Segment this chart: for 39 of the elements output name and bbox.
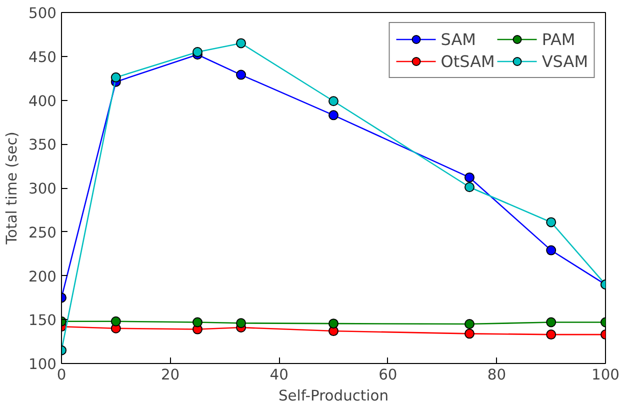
point: [192, 46, 202, 57]
point: [110, 72, 121, 82]
y-tick-label: 500: [28, 5, 57, 22]
y-tick-label: 300: [28, 180, 57, 198]
point: [546, 217, 556, 228]
point: [192, 317, 202, 328]
y-tick-label: 150: [28, 312, 57, 330]
legend-label: OtSAM: [440, 52, 495, 70]
y-tick-label: 250: [28, 224, 57, 242]
point: [464, 328, 474, 339]
y-tick-label: 450: [28, 48, 57, 66]
y-axis-title: Total time (sec): [4, 132, 21, 246]
point: [328, 96, 338, 106]
point: [546, 330, 556, 340]
x-tick-label: 40: [270, 366, 288, 384]
point: [328, 318, 338, 329]
point: [110, 316, 121, 326]
x-axis-title: Self-Production: [278, 388, 389, 404]
point: [236, 38, 246, 48]
point: [464, 172, 474, 182]
y-tick-label: 400: [28, 92, 57, 110]
y-tick-label: 350: [28, 136, 57, 154]
x-tick-label: 100: [592, 366, 620, 384]
x-tick-label: 20: [160, 366, 180, 384]
legend-label: VSAM: [542, 52, 588, 70]
legend-label: PAM: [542, 30, 576, 48]
point: [464, 182, 474, 192]
point: [236, 318, 246, 328]
x-tick-label: 60: [378, 366, 398, 384]
point: [328, 110, 338, 120]
x-tick-label: 80: [487, 366, 506, 384]
point: [464, 319, 474, 330]
point: [236, 70, 246, 80]
x-tick-label: 0: [56, 366, 66, 384]
legend-label: SAM: [440, 30, 476, 48]
y-tick-label: 100: [28, 356, 57, 373]
point: [546, 245, 556, 256]
point: [546, 317, 556, 328]
y-tick-label: 200: [28, 268, 57, 286]
